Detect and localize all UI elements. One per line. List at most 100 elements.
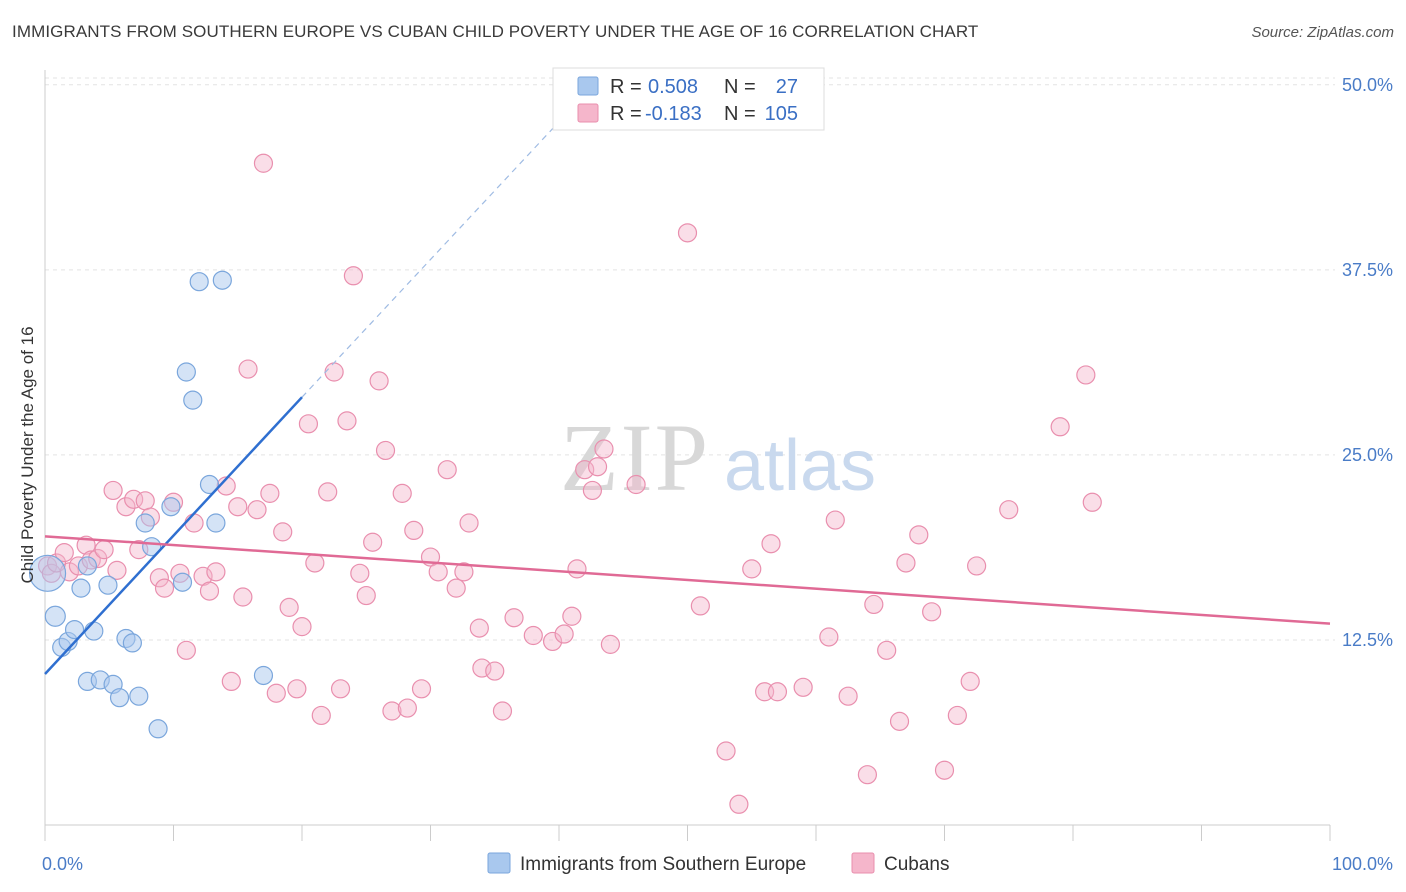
stats-legend-n-value: 105 <box>765 103 798 125</box>
data-point-cubans <box>554 624 574 644</box>
series-legend-label-southern-europe: Immigrants from Southern Europe <box>520 854 806 875</box>
data-point-cubans <box>103 480 123 501</box>
data-point-cubans <box>594 439 614 459</box>
data-point-cubans <box>582 480 603 501</box>
data-point-southern-europe <box>84 621 104 641</box>
data-point-cubans <box>397 698 417 718</box>
data-point-cubans <box>428 562 448 582</box>
data-point-cubans <box>369 371 389 391</box>
data-point-cubans <box>437 460 457 480</box>
data-point-cubans <box>324 362 344 382</box>
data-point-cubans <box>889 711 910 731</box>
watermark-zip: ZIP <box>560 404 710 511</box>
data-point-southern-europe <box>109 688 130 708</box>
data-point-cubans <box>206 562 226 582</box>
data-point-cubans <box>337 411 357 431</box>
data-point-southern-europe <box>77 556 98 576</box>
data-point-cubans <box>54 543 74 563</box>
stats-legend-swatch-blue <box>577 76 599 96</box>
data-point-cubans <box>382 701 402 721</box>
data-point-cubans <box>279 597 299 617</box>
data-point-cubans <box>228 497 248 517</box>
y-tick-label: 37.5% <box>1342 260 1393 280</box>
data-point-southern-europe <box>189 272 209 292</box>
data-point-cubans <box>562 606 582 626</box>
data-point-cubans <box>459 513 479 533</box>
y-tick-label: 25.0% <box>1342 445 1393 465</box>
data-point-cubans <box>363 532 383 552</box>
data-point-cubans <box>135 491 155 511</box>
data-point-cubans <box>404 520 424 541</box>
data-point-southern-europe <box>161 497 181 517</box>
data-point-cubans <box>967 556 987 576</box>
data-point-cubans <box>266 683 286 703</box>
series-legend-swatch-cubans <box>851 852 875 874</box>
data-point-southern-europe <box>28 554 67 592</box>
data-point-cubans <box>716 741 736 761</box>
data-point-cubans <box>392 483 412 503</box>
watermark-atlas: atlas <box>724 426 876 506</box>
data-point-southern-europe <box>172 572 193 592</box>
trend-line-southern-europe-extension <box>301 121 560 398</box>
data-point-cubans <box>838 686 858 706</box>
data-point-cubans <box>819 627 839 647</box>
data-point-cubans <box>793 677 813 697</box>
data-point-southern-europe <box>199 474 220 495</box>
data-point-cubans <box>350 563 370 583</box>
data-point-cubans <box>184 513 204 533</box>
data-point-cubans <box>934 760 955 780</box>
data-point-cubans <box>298 414 319 434</box>
data-point-cubans <box>247 500 267 520</box>
data-point-cubans <box>523 625 543 646</box>
data-point-southern-europe <box>98 575 118 595</box>
stats-legend-n-label: N = <box>724 103 756 125</box>
data-point-cubans <box>305 553 325 573</box>
data-point-cubans <box>825 510 845 530</box>
data-point-cubans <box>1076 365 1096 385</box>
series-legend-label-cubans: Cubans <box>884 854 950 875</box>
data-point-cubans <box>238 359 258 379</box>
data-point-cubans <box>149 568 169 588</box>
data-point-southern-europe <box>148 719 168 739</box>
data-point-cubans <box>318 482 338 502</box>
data-point-cubans <box>260 483 280 503</box>
series-legend: Immigrants from Southern Europe Cubans <box>487 852 950 875</box>
data-point-cubans <box>909 525 929 545</box>
data-point-cubans <box>542 631 563 652</box>
data-point-southern-europe <box>253 665 274 686</box>
data-point-southern-europe <box>183 390 203 410</box>
data-point-cubans <box>76 535 96 555</box>
data-point-southern-europe <box>71 578 91 598</box>
data-point-cubans <box>864 594 884 615</box>
data-point-cubans <box>877 640 897 660</box>
data-point-cubans <box>330 679 351 699</box>
data-point-cubans <box>287 679 307 699</box>
axes <box>44 70 1331 841</box>
x-tick-label: 100.0% <box>1332 854 1393 874</box>
data-point-cubans <box>485 661 505 681</box>
data-point-cubans <box>454 562 474 582</box>
data-point-cubans <box>567 559 587 579</box>
data-point-cubans <box>690 596 710 616</box>
data-point-cubans <box>922 602 942 622</box>
data-point-cubans <box>94 540 114 560</box>
series-legend-swatch-southern-europe <box>487 852 511 874</box>
tick-labels: 12.5% 25.0% 37.5% 50.0% 0.0% 100.0% <box>42 75 1393 874</box>
data-point-cubans <box>375 440 396 461</box>
data-point-cubans <box>356 585 376 606</box>
stats-legend-n-value: 27 <box>776 76 798 98</box>
data-point-cubans <box>199 581 220 601</box>
data-point-southern-europe <box>129 686 149 706</box>
trend-lines <box>44 121 1331 675</box>
grid <box>45 77 1335 641</box>
data-point-cubans <box>154 578 175 598</box>
data-point-southern-europe <box>206 513 226 533</box>
data-point-southern-europe <box>212 270 232 290</box>
data-point-cubans <box>273 522 293 542</box>
data-point-cubans <box>107 560 127 580</box>
source-label: Source: ZipAtlas.com <box>1251 24 1394 41</box>
data-point-southern-europe <box>44 605 66 627</box>
trend-line-southern-europe <box>44 396 303 675</box>
data-point-cubans <box>469 618 489 638</box>
data-point-cubans <box>761 534 781 554</box>
